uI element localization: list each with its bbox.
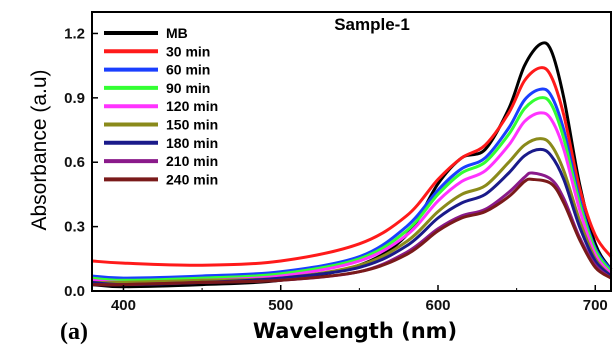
panel-label: (a) xyxy=(60,319,88,345)
legend-label-2: 30 min xyxy=(166,43,210,59)
x-tick-label: 400 xyxy=(111,297,136,314)
y-axis-title: Absorbance (a.u) xyxy=(28,69,51,230)
series-layer xyxy=(91,41,613,289)
x-tick-label: 600 xyxy=(425,297,450,314)
x-tick-label: 700 xyxy=(583,297,608,314)
y-tick-label: 0.0 xyxy=(64,283,85,300)
y-tick-label: 0.3 xyxy=(64,219,85,236)
y-tick-label: 0.6 xyxy=(64,154,85,171)
y-tick-label: 0.9 xyxy=(64,90,85,107)
legend-label-9: 240 min xyxy=(166,171,218,187)
legend-label-7: 180 min xyxy=(166,135,218,151)
series-line-9 xyxy=(91,177,612,287)
series-line-4 xyxy=(91,96,613,282)
legend: MB 30 min 60 min 90 min 120 min 150 min 180 mi… xyxy=(104,25,218,187)
legend-label-3: 60 min xyxy=(166,62,210,78)
legend-label-5: 120 min xyxy=(166,98,218,114)
x-tick-label: 500 xyxy=(268,297,293,314)
plot-frame xyxy=(91,11,612,292)
legend-label-4: 90 min xyxy=(166,80,210,96)
chart-title: Sample-1 xyxy=(334,15,410,34)
x-axis-title: Wavelength (nm) xyxy=(253,319,457,343)
legend-label-1: MB xyxy=(166,25,188,41)
series-line-2 xyxy=(91,66,613,267)
legend-label-6: 150 min xyxy=(166,117,218,133)
legend-label-8: 210 min xyxy=(166,153,218,169)
series-line-3 xyxy=(91,87,613,280)
y-tick-label: 1.2 xyxy=(64,25,85,42)
